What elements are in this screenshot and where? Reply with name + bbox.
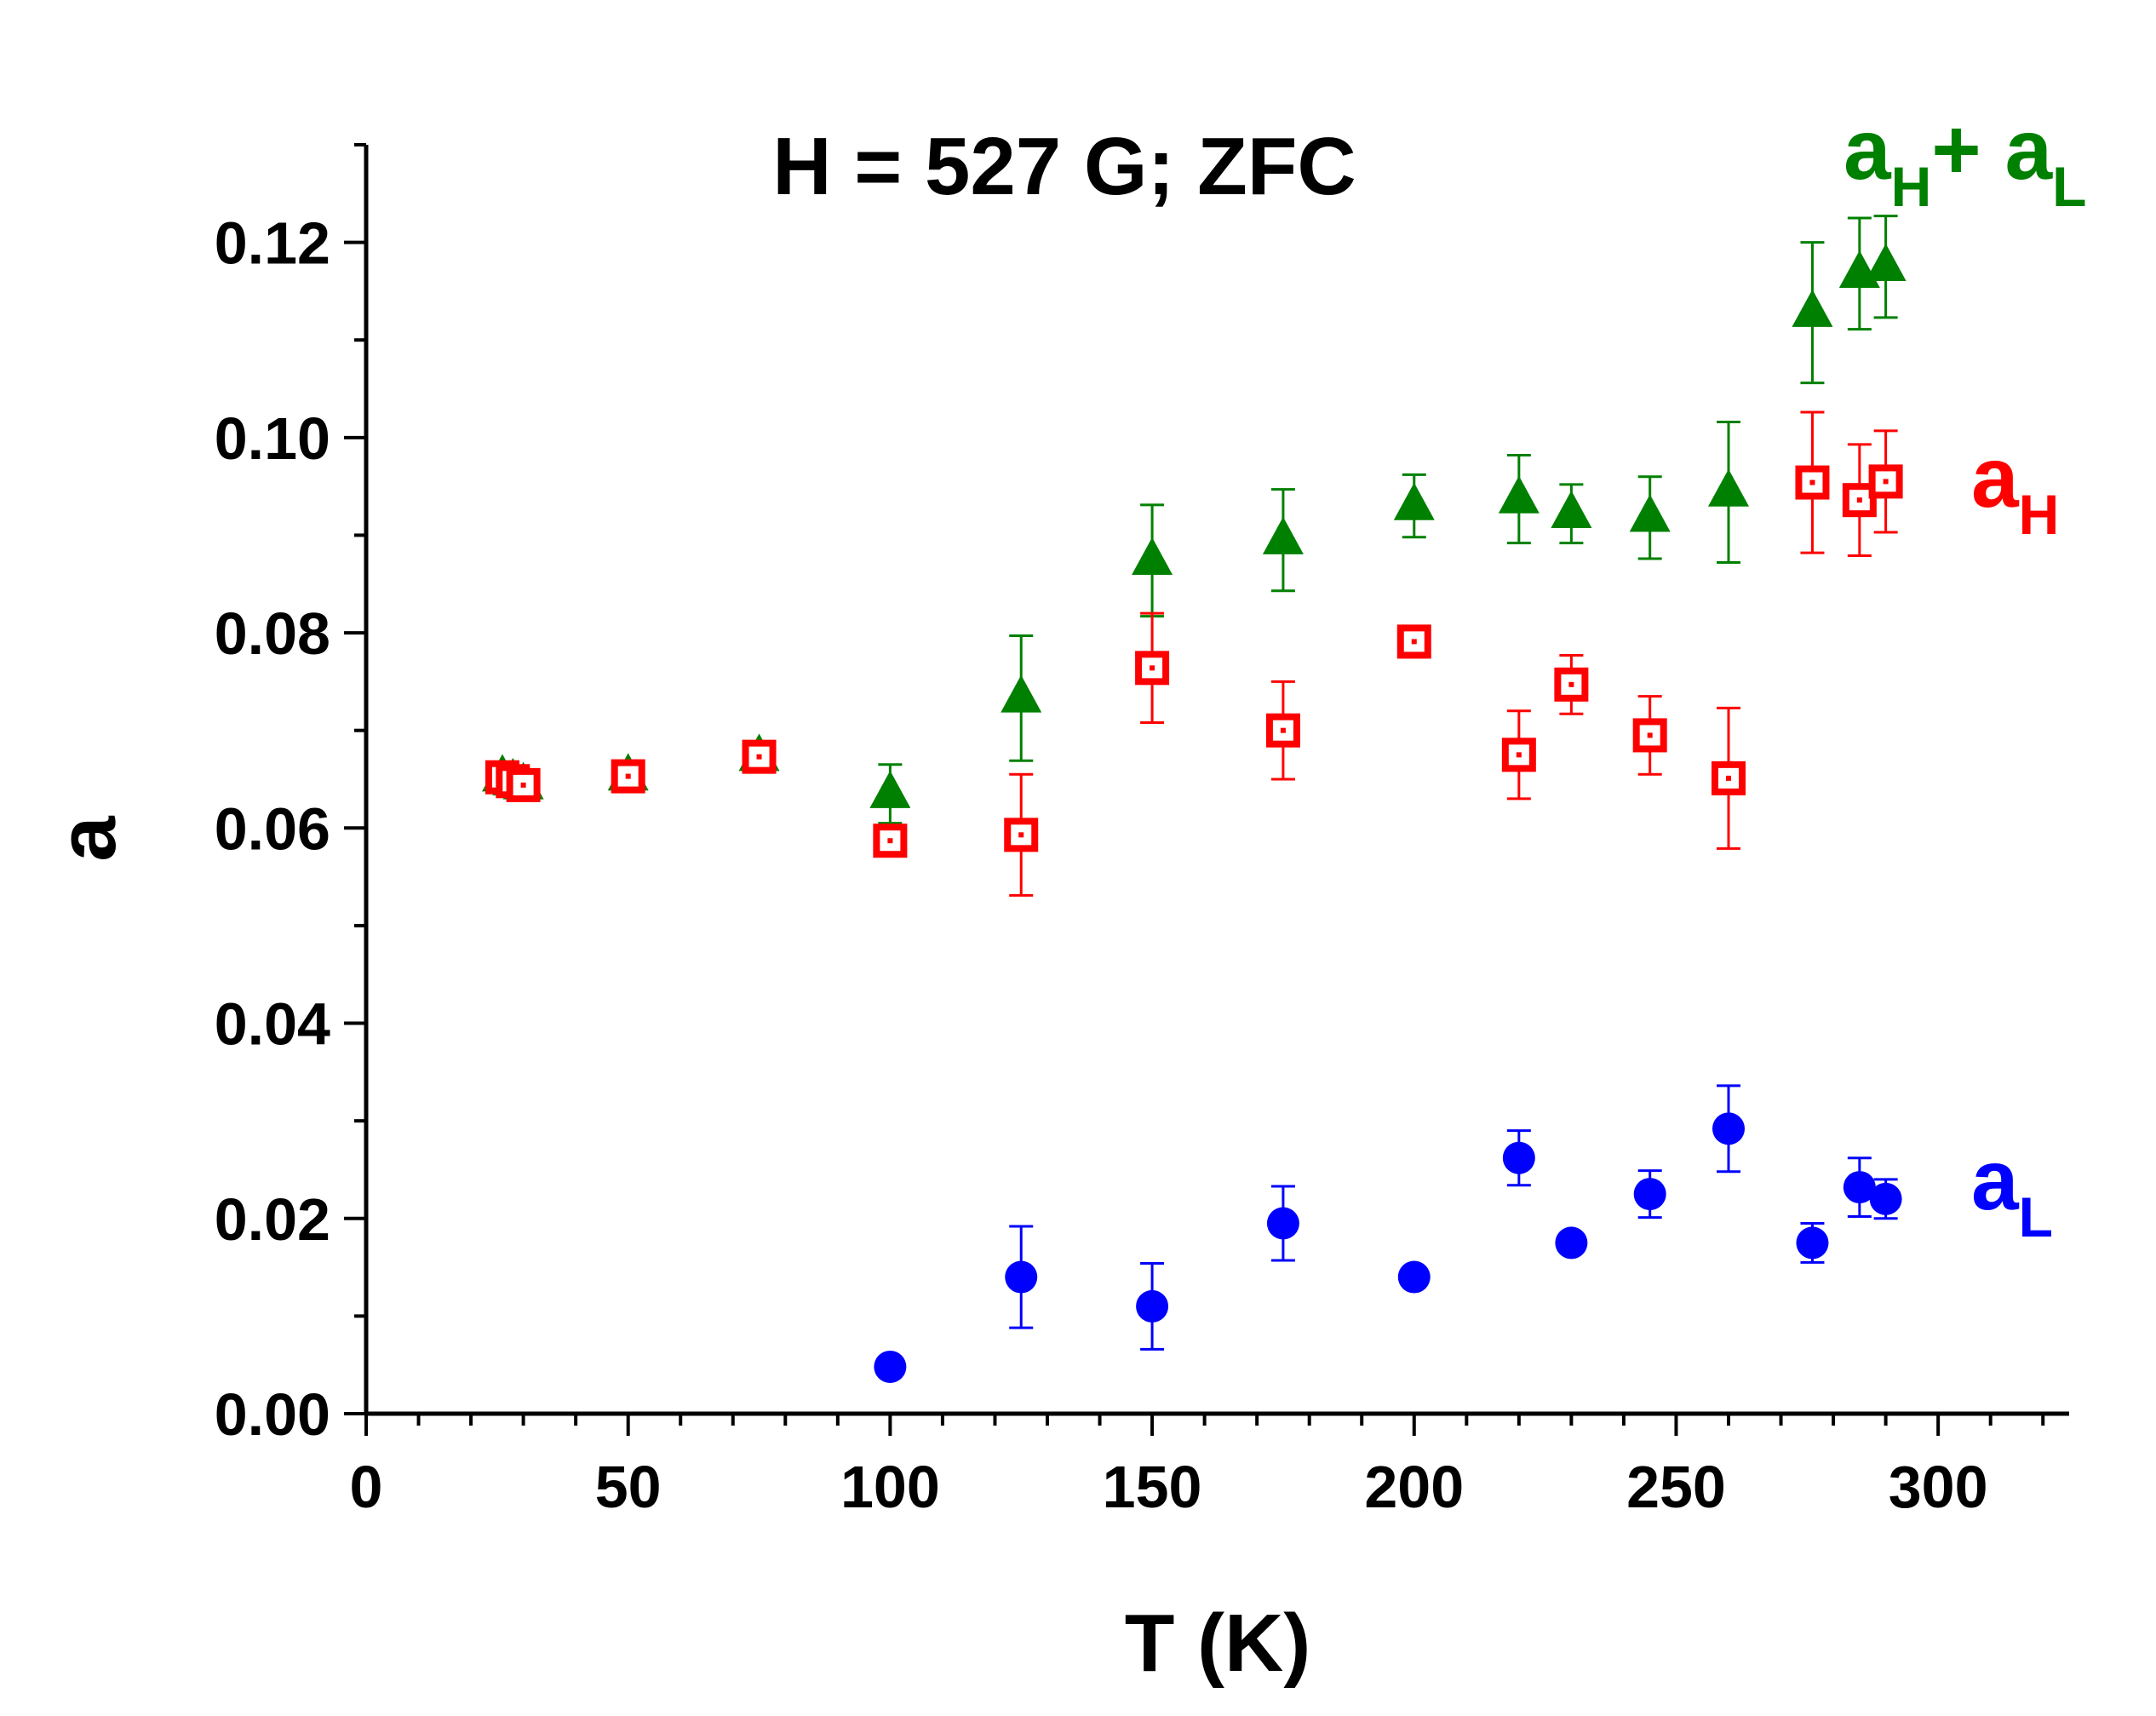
y-axis-title: a: [42, 816, 133, 862]
legend-label-aH: aH: [1971, 430, 2059, 546]
data-point-center: [1726, 775, 1731, 781]
axes: 0 50 100 150 200 250 300 0.00 0.02 0.04 0.06 0.08 0.…: [215, 143, 2069, 1520]
data-point-center: [887, 838, 893, 844]
data-point: [506, 767, 541, 802]
data-point: [1629, 494, 1671, 532]
series-aHplusaL: [482, 215, 1907, 825]
data-point: [1869, 1182, 1902, 1215]
data-point-center: [1280, 727, 1286, 733]
data-point: [1397, 1260, 1431, 1294]
y-tick-label: 0.06: [215, 795, 330, 862]
data-point: [1865, 243, 1907, 281]
data-point: [1001, 674, 1042, 713]
data-point: [1796, 1226, 1829, 1260]
legend-label-aH-plus-aL: aH+ aL: [1843, 102, 2086, 218]
data-point: [1632, 718, 1667, 753]
x-tick-label: 150: [1103, 1454, 1202, 1520]
data-point: [1551, 490, 1592, 528]
y-tick-label: 0.12: [215, 210, 330, 277]
data-point: [1265, 713, 1300, 748]
data-point: [1135, 651, 1170, 686]
data-point-center: [1018, 832, 1024, 838]
y-tick-label: 0.10: [215, 405, 330, 472]
data-point-center: [625, 773, 631, 779]
data-point-center: [1809, 479, 1815, 485]
x-tick-label: 0: [350, 1454, 383, 1520]
data-point: [869, 770, 911, 808]
series-aL: [874, 1084, 1902, 1383]
data-point-center: [1150, 665, 1155, 671]
data-point: [742, 739, 777, 774]
data-point-center: [1856, 497, 1862, 503]
x-tick-label: 250: [1626, 1454, 1726, 1520]
data-point-center: [520, 782, 526, 788]
chart-title: H = 527 G; ZFC: [772, 121, 1356, 212]
legend-label-aL: aL: [1971, 1133, 2053, 1248]
data-point: [1712, 1112, 1745, 1145]
data-point: [1266, 1207, 1299, 1240]
x-tick-label: 50: [595, 1454, 662, 1520]
data-point-center: [1516, 752, 1522, 758]
data-point: [1498, 475, 1540, 514]
data-point-center: [1883, 479, 1889, 485]
data-point: [1633, 1178, 1666, 1211]
data-point: [1005, 1260, 1038, 1294]
data-point-center: [1647, 732, 1653, 738]
data-point: [1843, 1171, 1876, 1204]
data-point: [873, 824, 908, 858]
y-tick-label: 0.02: [215, 1186, 330, 1253]
data-point: [1502, 1141, 1535, 1174]
y-tick-label: 0.00: [215, 1381, 330, 1448]
series-layer: [482, 215, 1907, 1383]
data-point: [611, 759, 645, 794]
data-point-center: [756, 754, 762, 760]
x-tick-label: 200: [1364, 1454, 1464, 1520]
y-tick-label: 0.04: [215, 991, 330, 1058]
legend: aH+ aL aH aL: [1843, 102, 2086, 1248]
x-tick-label: 100: [840, 1454, 940, 1520]
data-point: [1792, 289, 1833, 327]
data-point: [1393, 482, 1435, 520]
data-point: [1132, 537, 1173, 575]
data-point: [874, 1350, 907, 1383]
data-point: [1555, 1226, 1588, 1260]
data-point: [1262, 516, 1304, 554]
data-point-center: [1411, 639, 1417, 645]
data-point: [1795, 465, 1830, 500]
data-point: [1708, 468, 1749, 507]
series-aH: [485, 410, 1903, 897]
data-point-center: [1568, 681, 1574, 687]
x-axis-title: T (K): [1125, 1598, 1311, 1689]
y-tick-label: 0.08: [215, 600, 330, 667]
data-point: [1712, 760, 1746, 795]
data-point: [1136, 1289, 1169, 1323]
x-tick-label: 300: [1889, 1454, 1988, 1520]
